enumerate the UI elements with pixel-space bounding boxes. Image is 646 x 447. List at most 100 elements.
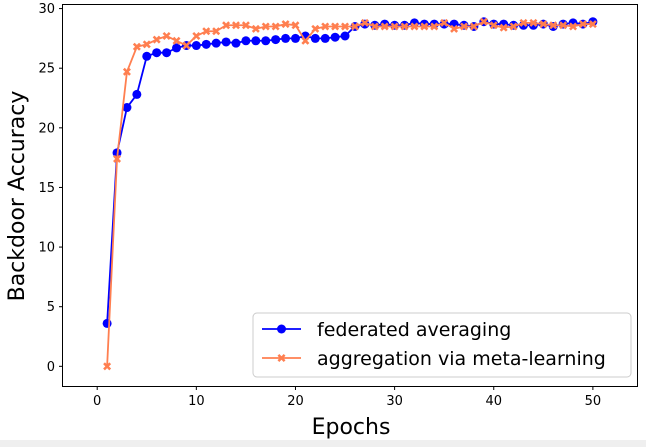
plot-frame [62, 4, 638, 387]
x-tick-label: 20 [287, 394, 304, 409]
data-point-federated-averaging [221, 37, 231, 47]
data-point-aggregation-via-meta-learning [549, 21, 558, 30]
data-point-federated-averaging [102, 318, 112, 328]
data-point-federated-averaging [201, 39, 211, 49]
data-point-aggregation-via-meta-learning [529, 18, 538, 27]
x-tick-label: 30 [386, 394, 403, 409]
y-tick-label: 5 [47, 300, 55, 315]
data-point-federated-averaging [261, 36, 271, 46]
legend: federated averaging aggregation via meta-… [252, 312, 632, 378]
legend-marker [277, 324, 286, 334]
y-tick-label: 15 [38, 181, 55, 196]
data-point-aggregation-via-meta-learning [192, 32, 201, 41]
data-point-aggregation-via-meta-learning [113, 154, 122, 163]
data-point-federated-averaging [142, 51, 152, 61]
data-point-aggregation-via-meta-learning [331, 22, 340, 31]
data-point-aggregation-via-meta-learning [420, 22, 429, 31]
data-point-federated-averaging [152, 48, 162, 58]
data-point-aggregation-via-meta-learning [499, 23, 508, 32]
data-point-aggregation-via-meta-learning [291, 21, 300, 30]
data-point-aggregation-via-meta-learning [430, 22, 439, 31]
data-point-aggregation-via-meta-learning [440, 18, 449, 27]
data-point-aggregation-via-meta-learning [469, 22, 478, 31]
data-point-aggregation-via-meta-learning [460, 22, 469, 31]
data-point-aggregation-via-meta-learning [162, 32, 171, 41]
legend-marker [277, 354, 286, 362]
data-point-aggregation-via-meta-learning [172, 36, 181, 45]
x-axis-label: Epochs [312, 415, 391, 440]
data-point-federated-averaging [271, 35, 281, 45]
series-line-federated-averaging [106, 20, 594, 324]
data-point-aggregation-via-meta-learning [301, 36, 310, 45]
data-point-aggregation-via-meta-learning [251, 24, 260, 33]
data-point-aggregation-via-meta-learning [261, 22, 270, 31]
data-point-aggregation-via-meta-learning [281, 20, 290, 29]
x-tick-label: 40 [485, 394, 502, 409]
data-point-federated-averaging [310, 33, 320, 43]
ticks-layer: 0 10 20 30 40 50 0 5 10 15 20 25 30 [38, 2, 601, 409]
data-point-aggregation-via-meta-learning [509, 22, 518, 31]
data-point-aggregation-via-meta-learning [588, 20, 597, 29]
data-point-federated-averaging [320, 33, 330, 43]
data-point-aggregation-via-meta-learning [489, 21, 498, 30]
data-point-federated-averaging [132, 89, 142, 99]
data-point-aggregation-via-meta-learning [341, 22, 350, 31]
data-point-federated-averaging [231, 38, 241, 48]
data-point-aggregation-via-meta-learning [311, 24, 320, 33]
data-point-aggregation-via-meta-learning [479, 17, 488, 26]
data-point-federated-averaging [241, 36, 251, 46]
data-point-aggregation-via-meta-learning [321, 22, 330, 31]
y-tick-label: 30 [38, 2, 55, 17]
data-point-aggregation-via-meta-learning [400, 22, 409, 31]
data-point-federated-averaging [162, 48, 172, 58]
data-point-aggregation-via-meta-learning [182, 41, 191, 50]
legend-label: federated averaging [317, 319, 511, 341]
data-point-aggregation-via-meta-learning [350, 22, 359, 31]
data-point-aggregation-via-meta-learning [380, 22, 389, 31]
data-point-aggregation-via-meta-learning [519, 18, 528, 27]
data-point-aggregation-via-meta-learning [450, 24, 459, 33]
y-tick-label: 0 [47, 360, 55, 375]
series-aggregation-via-meta-learning [103, 17, 597, 371]
data-point-aggregation-via-meta-learning [539, 20, 548, 29]
data-point-federated-averaging [290, 33, 300, 43]
data-point-federated-averaging [251, 36, 261, 46]
y-tick-label: 10 [38, 241, 55, 256]
data-point-aggregation-via-meta-learning [212, 27, 221, 36]
data-point-aggregation-via-meta-learning [370, 22, 379, 31]
data-point-aggregation-via-meta-learning [152, 35, 161, 44]
series-federated-averaging [102, 17, 598, 328]
data-point-aggregation-via-meta-learning [360, 18, 369, 27]
data-point-aggregation-via-meta-learning [132, 42, 141, 51]
legend-label: aggregation via meta-learning [317, 348, 606, 370]
data-point-aggregation-via-meta-learning [122, 67, 131, 76]
x-tick-label: 50 [585, 394, 602, 409]
data-point-federated-averaging [211, 38, 221, 48]
data-point-aggregation-via-meta-learning [559, 21, 568, 30]
data-point-federated-averaging [191, 41, 201, 51]
data-point-aggregation-via-meta-learning [202, 27, 211, 36]
data-point-aggregation-via-meta-learning [271, 22, 280, 31]
data-point-aggregation-via-meta-learning [578, 20, 587, 29]
data-point-aggregation-via-meta-learning [241, 21, 250, 30]
y-tick-label: 25 [38, 62, 55, 77]
data-point-federated-averaging [340, 31, 350, 41]
data-point-aggregation-via-meta-learning [231, 21, 240, 30]
x-tick-label: 10 [188, 394, 205, 409]
data-point-federated-averaging [281, 33, 291, 43]
data-point-federated-averaging [122, 103, 132, 113]
y-axis-label: Backdoor Accuracy [5, 91, 30, 302]
data-point-aggregation-via-meta-learning [390, 22, 399, 31]
x-tick-label: 0 [93, 394, 101, 409]
data-point-federated-averaging [330, 32, 340, 42]
data-point-aggregation-via-meta-learning [142, 40, 151, 49]
y-tick-label: 20 [38, 121, 55, 136]
data-point-federated-averaging [172, 43, 182, 53]
legend-box [252, 312, 632, 378]
data-point-aggregation-via-meta-learning [222, 21, 231, 30]
series-layer [102, 17, 598, 371]
data-point-aggregation-via-meta-learning [103, 362, 112, 371]
data-point-aggregation-via-meta-learning [410, 22, 419, 31]
